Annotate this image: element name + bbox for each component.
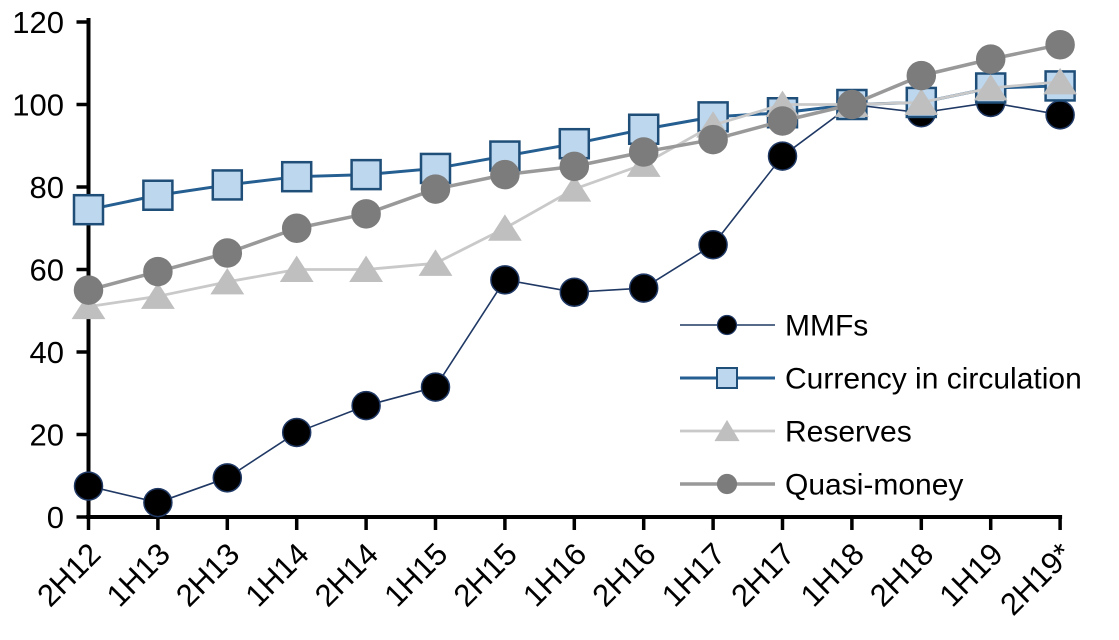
data-point-circle [975,44,1006,74]
data-point-circle [281,417,312,448]
x-tick-label: 2H15 [447,536,524,613]
x-tick-label: 1H15 [377,536,454,613]
data-point-triangle [904,88,939,115]
legend: MMFs Currency in circulation Reserves Qu… [680,310,1082,502]
quasi-money-circle-icon [716,473,738,495]
x-tick-label: 1H17 [655,536,732,613]
x-tick-label: 2H14 [308,536,385,613]
y-tick-label: 20 [30,418,64,453]
x-tick-label: 2H18 [863,536,940,613]
data-point-triangle [140,282,175,309]
data-point-circle [767,106,798,136]
data-point-circle [490,159,520,190]
reserves-triangle-icon [714,419,740,442]
data-point-circle [212,238,243,268]
data-point-triangle [418,249,453,276]
legend-item-currency-in-circulation: Currency in circulation [680,363,1082,396]
x-tick-label: 2H17 [724,536,801,613]
legend-item-mmfs: MMFs [680,310,868,343]
data-point-circle [281,213,312,243]
data-point-triangle [71,292,106,320]
data-point-circle [351,390,381,421]
data-point-circle [1045,100,1075,130]
y-tick-label: 80 [30,170,64,205]
data-point-circle [559,277,590,307]
y-tick-label: 40 [30,335,64,370]
data-point-circle [767,141,798,171]
data-point-triangle [349,255,384,282]
y-tick-label: 0 [47,500,64,535]
x-tick-label: 2H13 [169,536,246,613]
data-point-square [280,160,313,193]
data-point-circle [73,275,104,305]
data-point-circle [628,137,659,167]
data-point-circle [351,199,381,229]
data-point-triangle [973,74,1008,101]
data-point-circle [143,487,173,518]
series-layer [71,29,1078,518]
data-point-circle [73,471,104,501]
legend-item-quasi-money: Quasi-money [680,469,963,502]
data-point-circle [212,463,243,493]
x-tick-label: 1H14 [238,536,315,613]
legend-item-reserves: Reserves [680,416,912,449]
legend-label-currency: Currency in circulation [785,363,1082,396]
data-point-circle [698,230,728,260]
x-tick-label: 2H12 [30,536,107,613]
data-point-circle [143,256,173,287]
data-point-circle [420,372,451,402]
legend-label-reserves: Reserves [785,416,912,449]
data-point-circle [628,273,659,303]
data-point-triangle [210,267,245,295]
data-point-circle [698,124,728,155]
x-tick-label: 1H13 [100,536,177,613]
x-tick-label: 1H16 [516,536,593,613]
data-point-triangle [1043,67,1078,95]
data-point-circle [1045,29,1075,60]
data-point-circle [837,89,867,120]
data-point-triangle [557,175,592,202]
legend-label-mmfs: MMFs [785,310,868,343]
data-point-circle [559,151,590,182]
y-tick-label: 60 [30,253,64,288]
x-tick-label: 1H18 [794,536,871,613]
y-tick-label: 100 [12,88,64,123]
data-point-triangle [487,214,522,241]
data-point-triangle [279,255,314,282]
x-tick-label: 2H16 [585,536,662,613]
mmfs-circle-icon [716,314,738,336]
data-point-circle [490,265,520,295]
series-quasi-money [73,29,1075,305]
legend-label-quasi-money: Quasi-money [785,469,963,502]
data-point-circle [420,174,451,204]
x-tick-label: 2H19* [993,536,1079,622]
data-point-circle [906,60,937,91]
currency-square-icon [716,367,738,389]
y-tick-label: 120 [12,5,64,40]
data-point-square [72,193,105,226]
data-point-square [142,179,174,211]
data-point-square [350,158,382,191]
data-point-square [211,169,244,201]
